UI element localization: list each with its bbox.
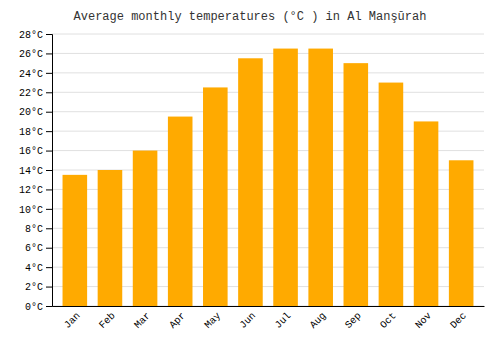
- y-tick-mark: [46, 287, 52, 288]
- x-tick: May: [203, 310, 224, 331]
- bar: [308, 49, 333, 306]
- y-tick-mark: [46, 248, 52, 249]
- y-tick-label: 26°C: [19, 49, 43, 60]
- y-axis: 0°C 2°C 4°C 6°C 8°C 10°C 12°C 14°C 16°C 18°C 20°C 2…: [19, 30, 53, 313]
- y-tick-mark: [46, 306, 52, 307]
- y-tick-mark: [46, 189, 52, 190]
- y-tick: 4°C: [25, 263, 52, 274]
- x-tick-label: Feb: [97, 310, 118, 331]
- x-tick-label: Nov: [413, 310, 434, 331]
- x-tick: Jul: [273, 310, 294, 331]
- y-tick: 20°C: [19, 107, 52, 118]
- chart: 0°C 2°C 4°C 6°C 8°C 10°C 12°C 14°C 16°C 18°C 20°C 2…: [0, 0, 500, 350]
- bar: [414, 121, 439, 306]
- y-tick: 0°C: [25, 302, 52, 313]
- y-tick-mark: [46, 228, 52, 229]
- y-tick-label: 2°C: [25, 282, 43, 293]
- x-tick: Sep: [343, 310, 364, 331]
- bar: [98, 170, 123, 306]
- y-tick-label: 28°C: [19, 30, 43, 41]
- y-tick: 28°C: [19, 30, 52, 41]
- y-tick: 8°C: [25, 224, 52, 235]
- bars: [63, 49, 474, 306]
- y-tick-mark: [46, 53, 52, 54]
- x-tick: Oct: [378, 310, 399, 331]
- plot: 0°C 2°C 4°C 6°C 8°C 10°C 12°C 14°C 16°C 18°C 20°C 2…: [19, 30, 485, 331]
- y-tick-mark: [46, 34, 52, 35]
- y-tick: 10°C: [19, 205, 52, 216]
- x-axis: Jan Feb Mar Apr May Jun Jul Aug Sep Oct Nov Dec: [53, 307, 485, 331]
- y-tick-label: 6°C: [25, 243, 43, 254]
- x-tick: Nov: [413, 310, 434, 331]
- y-tick-label: 14°C: [19, 166, 43, 177]
- x-tick: Jun: [238, 310, 259, 331]
- y-tick-mark: [46, 73, 52, 74]
- y-tick: 18°C: [19, 127, 52, 138]
- x-tick-label: Aug: [308, 310, 329, 331]
- y-tick: 14°C: [19, 166, 52, 177]
- x-tick-label: Jan: [62, 310, 83, 331]
- y-tick-label: 4°C: [25, 263, 43, 274]
- y-tick: 22°C: [19, 88, 52, 99]
- y-tick-mark: [46, 92, 52, 93]
- y-tick: 24°C: [19, 69, 52, 80]
- bar: [133, 151, 158, 306]
- x-tick-label: Oct: [378, 310, 399, 331]
- y-tick-mark: [46, 151, 52, 152]
- bar: [238, 58, 263, 306]
- y-tick-label: 22°C: [19, 88, 43, 99]
- y-tick: 2°C: [25, 282, 52, 293]
- x-tick-label: May: [203, 310, 224, 331]
- y-tick-label: 0°C: [25, 302, 43, 313]
- x-tick-label: Jun: [238, 310, 259, 331]
- y-tick: 12°C: [19, 185, 52, 196]
- y-tick-label: 12°C: [19, 185, 43, 196]
- y-tick-mark: [46, 131, 52, 132]
- grid-line: [52, 111, 484, 112]
- y-tick-label: 8°C: [25, 224, 43, 235]
- x-tick: Dec: [448, 310, 469, 331]
- x-tick: Mar: [132, 310, 153, 331]
- x-tick: Jan: [62, 310, 83, 331]
- bar: [344, 63, 369, 306]
- bar: [168, 117, 193, 306]
- y-tick-label: 18°C: [19, 127, 43, 138]
- y-tick: 16°C: [19, 146, 52, 157]
- x-tick: Apr: [167, 310, 188, 331]
- title: Average monthly temperatures (°C ) in Al…: [74, 10, 427, 24]
- bar: [379, 83, 404, 306]
- y-tick-mark: [46, 170, 52, 171]
- y-tick-label: 10°C: [19, 205, 43, 216]
- y-tick-label: 16°C: [19, 146, 43, 157]
- grid-line: [52, 72, 484, 73]
- x-tick-label: Jul: [273, 310, 294, 331]
- bar: [63, 175, 88, 306]
- y-tick-mark: [46, 112, 52, 113]
- grid-line: [52, 53, 484, 54]
- grid: [52, 34, 484, 306]
- x-tick: Feb: [97, 310, 118, 331]
- x-tick: Aug: [308, 310, 329, 331]
- x-tick-label: Mar: [132, 310, 153, 331]
- grid-line: [52, 34, 484, 35]
- bar: [203, 87, 228, 306]
- grid-line: [52, 92, 484, 93]
- x-tick-label: Apr: [167, 310, 188, 331]
- x-tick-label: Dec: [448, 310, 469, 331]
- bar: [273, 49, 298, 306]
- bar: [449, 160, 474, 306]
- y-tick-mark: [46, 209, 52, 210]
- y-tick-label: 20°C: [19, 107, 43, 118]
- x-tick-label: Sep: [343, 310, 364, 331]
- y-tick-label: 24°C: [19, 69, 43, 80]
- y-tick-mark: [46, 267, 52, 268]
- y-tick: 6°C: [25, 243, 52, 254]
- y-tick: 26°C: [19, 49, 52, 60]
- x-axis-line: [53, 306, 485, 307]
- y-axis-line: [46, 35, 53, 307]
